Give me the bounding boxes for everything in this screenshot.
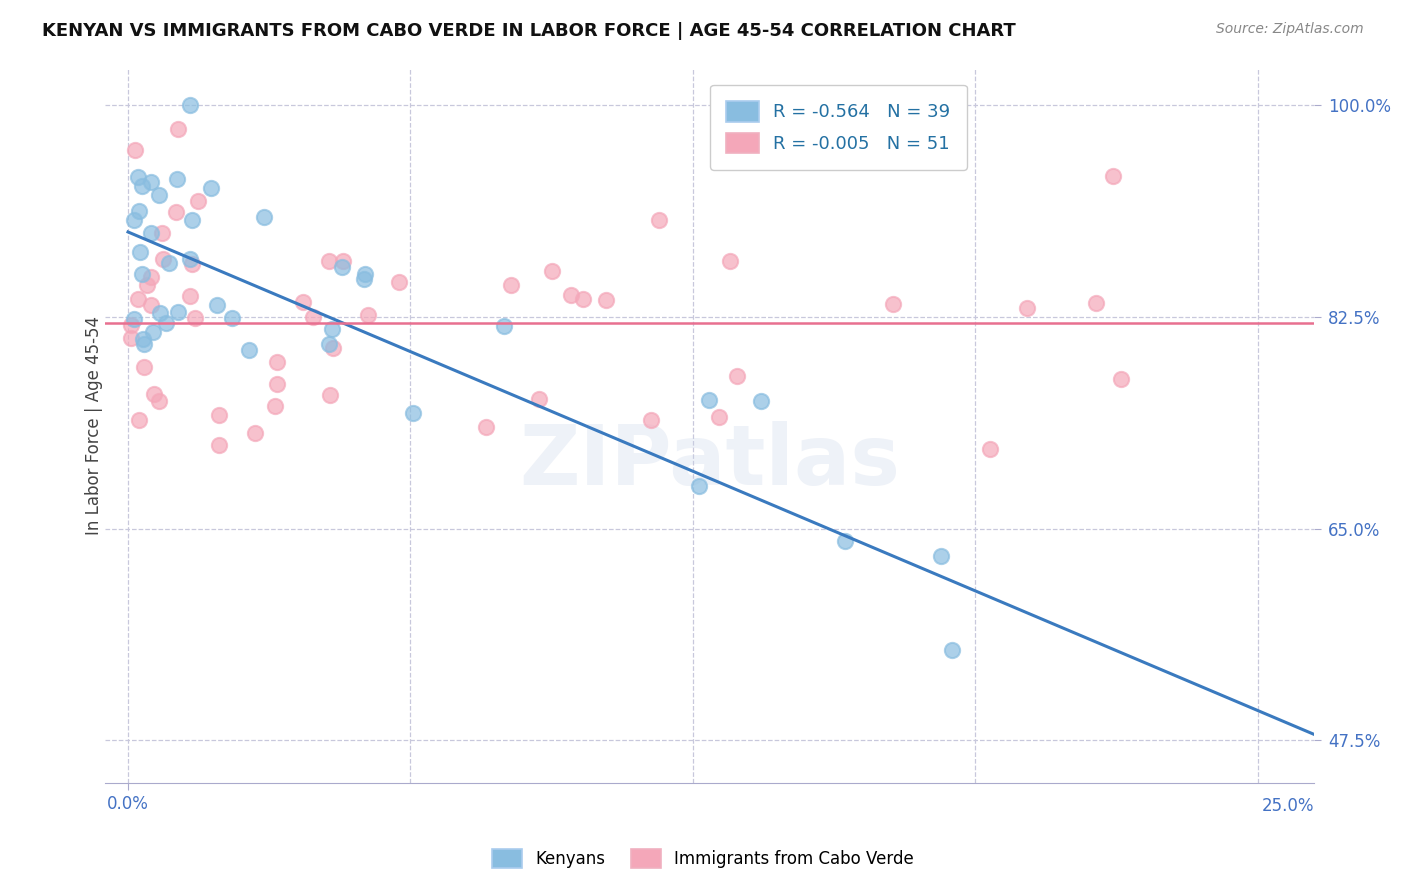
Point [165, 205, 187, 219]
Point [725, 369, 748, 384]
Point [179, 289, 201, 303]
Point [142, 325, 165, 339]
Point [127, 170, 149, 185]
Point [330, 260, 353, 274]
Point [122, 311, 145, 326]
Point [541, 264, 564, 278]
Point [142, 387, 165, 401]
Point [148, 393, 170, 408]
Point [357, 308, 380, 322]
Point [131, 179, 153, 194]
Point [134, 337, 156, 351]
Point [141, 269, 163, 284]
Point [707, 409, 730, 424]
Point [167, 122, 190, 136]
Point [152, 252, 174, 266]
Point [941, 643, 963, 657]
Point [688, 478, 710, 492]
Point [322, 341, 344, 355]
Text: 25.0%: 25.0% [1261, 797, 1315, 815]
Point [141, 175, 163, 189]
Point [141, 226, 163, 240]
Point [184, 311, 207, 326]
Point [353, 272, 375, 286]
Point [120, 318, 142, 333]
Point [128, 203, 150, 218]
Point [318, 253, 340, 268]
Point [157, 256, 180, 270]
Point [221, 310, 243, 325]
Point [388, 275, 411, 289]
Point [1085, 296, 1108, 310]
Point [245, 426, 267, 441]
Point [238, 343, 260, 358]
Point [132, 332, 155, 346]
Text: Source: ZipAtlas.com: Source: ZipAtlas.com [1216, 22, 1364, 37]
Point [127, 292, 149, 306]
Point [124, 144, 146, 158]
Point [181, 257, 204, 271]
Legend: Kenyans, Immigrants from Cabo Verde: Kenyans, Immigrants from Cabo Verde [485, 842, 921, 875]
Text: ZIPatlas: ZIPatlas [519, 421, 900, 502]
Point [149, 306, 172, 320]
Point [560, 288, 582, 302]
Point [318, 388, 340, 402]
Point [499, 278, 522, 293]
Point [167, 305, 190, 319]
Point [332, 253, 354, 268]
Point [402, 405, 425, 419]
Point [266, 355, 288, 369]
Point [474, 419, 496, 434]
Point [187, 194, 209, 208]
Point [492, 319, 515, 334]
Point [882, 297, 904, 311]
Point [595, 293, 617, 307]
Point [155, 317, 177, 331]
Point [132, 360, 155, 375]
Point [266, 377, 288, 392]
Point [179, 252, 201, 266]
Point [640, 413, 662, 427]
Point [749, 393, 772, 408]
Point [128, 412, 150, 426]
Point [321, 322, 343, 336]
Point [208, 408, 231, 422]
Point [208, 438, 231, 452]
Point [697, 392, 720, 407]
Y-axis label: In Labor Force | Age 45-54: In Labor Force | Age 45-54 [86, 316, 103, 535]
Point [1102, 169, 1125, 183]
Point [318, 337, 340, 351]
Point [120, 331, 142, 345]
Point [200, 181, 222, 195]
Point [718, 254, 741, 268]
Point [264, 400, 287, 414]
Point [128, 245, 150, 260]
Point [302, 310, 325, 325]
Point [253, 210, 276, 224]
Point [354, 267, 377, 281]
Point [292, 295, 315, 310]
Text: KENYAN VS IMMIGRANTS FROM CABO VERDE IN LABOR FORCE | AGE 45-54 CORRELATION CHAR: KENYAN VS IMMIGRANTS FROM CABO VERDE IN … [42, 22, 1017, 40]
Point [131, 267, 153, 281]
Legend: R = -0.564   N = 39, R = -0.005   N = 51: R = -0.564 N = 39, R = -0.005 N = 51 [710, 85, 967, 169]
Point [135, 278, 157, 293]
Point [929, 549, 952, 564]
Point [166, 172, 188, 186]
Point [181, 213, 204, 227]
Point [1109, 372, 1132, 386]
Point [150, 226, 173, 240]
Point [148, 187, 170, 202]
Point [648, 213, 671, 227]
Point [834, 533, 856, 548]
Point [207, 298, 229, 312]
Point [122, 212, 145, 227]
Point [527, 392, 550, 407]
Point [979, 442, 1001, 457]
Point [572, 293, 595, 307]
Point [179, 98, 201, 112]
Point [141, 298, 163, 312]
Point [1015, 301, 1038, 316]
